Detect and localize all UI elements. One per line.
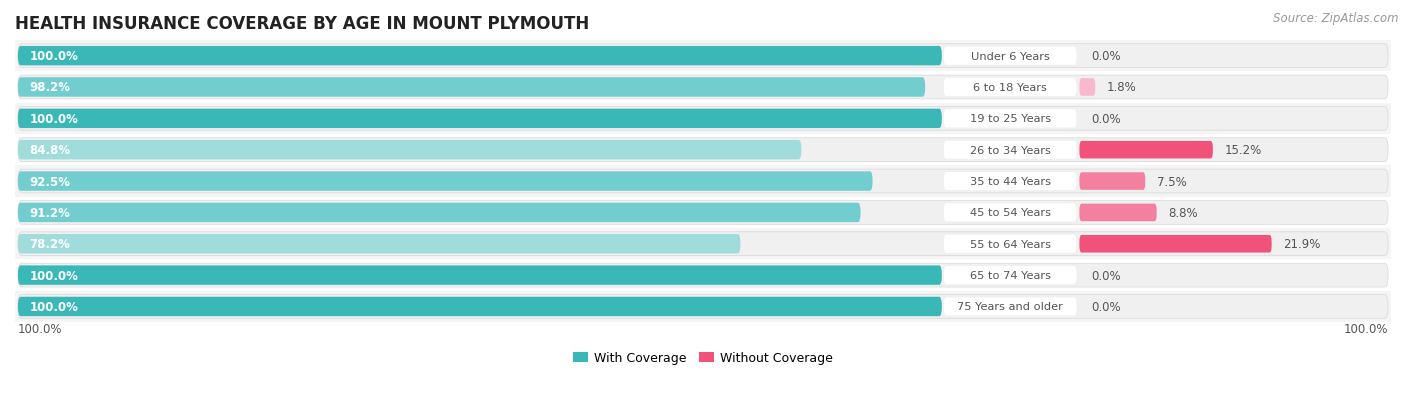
Text: 0.0%: 0.0% <box>1091 269 1121 282</box>
FancyBboxPatch shape <box>18 109 942 129</box>
FancyBboxPatch shape <box>943 298 1077 316</box>
Text: 35 to 44 Years: 35 to 44 Years <box>970 177 1050 187</box>
FancyBboxPatch shape <box>18 266 942 285</box>
Text: 92.5%: 92.5% <box>30 175 70 188</box>
FancyBboxPatch shape <box>18 47 942 66</box>
FancyBboxPatch shape <box>18 235 741 254</box>
Bar <box>15 228 1391 260</box>
Bar <box>15 135 1391 166</box>
FancyBboxPatch shape <box>943 204 1077 222</box>
FancyBboxPatch shape <box>943 47 1077 66</box>
Text: 0.0%: 0.0% <box>1091 50 1121 63</box>
Text: Source: ZipAtlas.com: Source: ZipAtlas.com <box>1274 12 1399 25</box>
Text: 100.0%: 100.0% <box>30 300 79 313</box>
Text: 55 to 64 Years: 55 to 64 Years <box>970 239 1050 249</box>
Text: 7.5%: 7.5% <box>1157 175 1187 188</box>
Text: 84.8%: 84.8% <box>30 144 70 157</box>
FancyBboxPatch shape <box>943 141 1077 159</box>
Bar <box>15 260 1391 291</box>
Text: 78.2%: 78.2% <box>30 237 70 251</box>
Text: 65 to 74 Years: 65 to 74 Years <box>970 271 1050 280</box>
Bar <box>15 41 1391 72</box>
Text: 100.0%: 100.0% <box>1344 322 1388 335</box>
Bar <box>15 72 1391 103</box>
Text: 26 to 34 Years: 26 to 34 Years <box>970 145 1050 155</box>
Text: 100.0%: 100.0% <box>30 269 79 282</box>
Bar <box>15 291 1391 323</box>
Text: 91.2%: 91.2% <box>30 206 70 219</box>
Text: 0.0%: 0.0% <box>1091 113 1121 126</box>
FancyBboxPatch shape <box>18 232 1388 256</box>
FancyBboxPatch shape <box>18 201 1388 225</box>
Text: 0.0%: 0.0% <box>1091 300 1121 313</box>
FancyBboxPatch shape <box>943 110 1077 128</box>
Text: 1.8%: 1.8% <box>1107 81 1137 94</box>
FancyBboxPatch shape <box>18 295 1388 318</box>
Text: 15.2%: 15.2% <box>1225 144 1263 157</box>
FancyBboxPatch shape <box>18 107 1388 131</box>
FancyBboxPatch shape <box>18 78 925 97</box>
FancyBboxPatch shape <box>1080 79 1095 97</box>
Bar <box>15 197 1391 228</box>
FancyBboxPatch shape <box>1080 142 1213 159</box>
Text: 6 to 18 Years: 6 to 18 Years <box>973 83 1047 93</box>
Text: 98.2%: 98.2% <box>30 81 70 94</box>
Text: 45 to 54 Years: 45 to 54 Years <box>970 208 1050 218</box>
Text: 100.0%: 100.0% <box>30 50 79 63</box>
FancyBboxPatch shape <box>943 79 1077 97</box>
FancyBboxPatch shape <box>18 263 1388 287</box>
FancyBboxPatch shape <box>943 173 1077 191</box>
Text: 100.0%: 100.0% <box>18 322 62 335</box>
Text: 100.0%: 100.0% <box>30 113 79 126</box>
FancyBboxPatch shape <box>18 138 1388 162</box>
FancyBboxPatch shape <box>1080 204 1157 222</box>
Bar <box>15 166 1391 197</box>
FancyBboxPatch shape <box>18 170 1388 194</box>
Text: 21.9%: 21.9% <box>1284 237 1320 251</box>
FancyBboxPatch shape <box>943 266 1077 285</box>
FancyBboxPatch shape <box>18 141 801 160</box>
Text: 8.8%: 8.8% <box>1168 206 1198 219</box>
Legend: With Coverage, Without Coverage: With Coverage, Without Coverage <box>568 347 838 369</box>
Text: 75 Years and older: 75 Years and older <box>957 302 1063 312</box>
FancyBboxPatch shape <box>1080 235 1271 253</box>
Text: HEALTH INSURANCE COVERAGE BY AGE IN MOUNT PLYMOUTH: HEALTH INSURANCE COVERAGE BY AGE IN MOUN… <box>15 15 589 33</box>
FancyBboxPatch shape <box>18 297 942 316</box>
FancyBboxPatch shape <box>18 203 860 223</box>
Text: Under 6 Years: Under 6 Years <box>970 52 1050 62</box>
FancyBboxPatch shape <box>18 45 1388 69</box>
Text: 19 to 25 Years: 19 to 25 Years <box>970 114 1050 124</box>
Bar <box>15 103 1391 135</box>
FancyBboxPatch shape <box>18 172 873 191</box>
FancyBboxPatch shape <box>943 235 1077 253</box>
FancyBboxPatch shape <box>18 76 1388 100</box>
FancyBboxPatch shape <box>1080 173 1146 190</box>
